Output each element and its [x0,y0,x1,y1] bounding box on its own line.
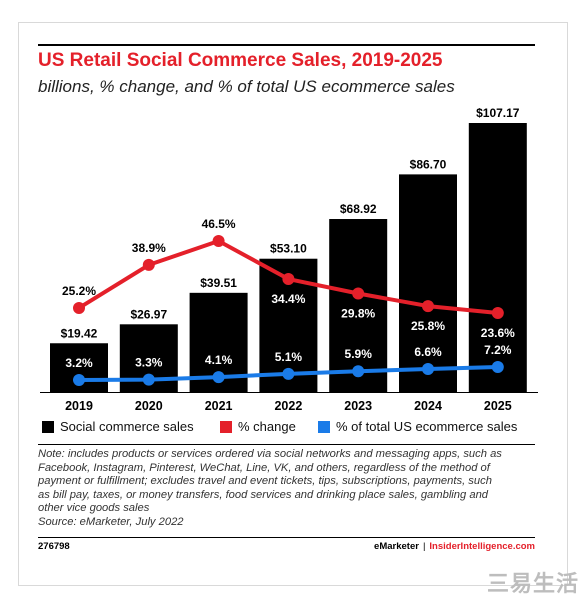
share-point-2022 [282,367,295,380]
bar-2024 [399,174,457,392]
share-point-2020 [142,373,155,386]
legend: Social commerce sales % change % of tota… [42,419,542,437]
x-tick-2019: 2019 [65,399,93,413]
legend-item-sales: Social commerce sales [42,419,194,434]
change-point-2019 [73,301,85,314]
bar-2025 [468,123,527,392]
footer-rule [38,537,535,538]
share-label-2025: 7.2% [484,343,512,357]
bar-label-2024: $86.70 [410,157,447,171]
legend-label-sales: Social commerce sales [60,419,194,434]
watermark-logo: 三易生活 [486,571,579,596]
share-label-2019: 3.2% [65,356,93,370]
legend-label-share: % of total US ecommerce sales [336,419,518,434]
share-point-2024 [422,362,434,375]
bar-label-2022: $53.10 [270,242,307,256]
share-label-2024: 6.6% [414,345,442,359]
top-rule [38,44,535,46]
change-label-2019: 25.2% [62,284,96,298]
x-tick-2021: 2021 [205,399,233,413]
brand-emarketer: eMarketer [374,541,419,552]
bar-label-2023: $68.92 [340,202,377,216]
brand-site: InsiderIntelligence.com [429,541,535,552]
share-label-2023: 5.9% [345,347,373,361]
legend-item-change: % change [220,419,296,434]
share-label-2022: 5.1% [275,350,303,364]
chart-title: US Retail Social Commerce Sales, 2019-20… [38,50,443,71]
change-point-2022 [282,273,295,286]
change-label-2020: 38.9% [132,241,166,255]
note-line: Note: includes products or services orde… [38,448,502,460]
legend-swatch-sales [42,420,54,433]
change-point-2024 [422,300,434,313]
change-point-2021 [212,235,225,247]
chart-note: Note: includes products or services orde… [38,448,538,530]
x-tick-2024: 2024 [414,399,442,413]
bar-2023 [329,219,388,392]
legend-swatch-change [220,420,232,433]
x-tick-2022: 2022 [274,399,302,413]
change-label-2025: 23.6% [481,326,515,340]
change-point-2025 [491,307,504,319]
share-point-2023 [352,365,365,378]
share-point-2019 [73,374,85,386]
legend-label-change: % change [238,419,296,434]
change-label-2021: 46.5% [202,217,236,231]
bar-label-2021: $39.51 [200,276,237,290]
change-label-2024: 25.8% [411,319,445,333]
legend-item-share: % of total US ecommerce sales [318,419,517,434]
note-line: Facebook, Instagram, Pinterest, WeChat, … [38,461,490,474]
chart-subtitle: billions, % change, and % of total US ec… [38,77,455,96]
share-point-2025 [491,361,504,373]
note-rule [38,444,535,445]
note-line: other vice goods sales [38,502,150,515]
share-label-2020: 3.3% [135,356,163,370]
chart-id: 276798 [38,541,70,552]
footer-brand: eMarketer | InsiderIntelligence.com [374,541,535,552]
change-point-2023 [352,287,365,300]
note-line: as bill pay, taxes, or money transfers, … [38,488,489,501]
legend-swatch-share [318,420,330,433]
note-source: Source: eMarketer, July 2022 [38,515,184,528]
x-tick-2025: 2025 [484,399,512,413]
change-label-2022: 34.4% [271,292,305,306]
bar-label-2025: $107.17 [476,106,520,120]
change-point-2020 [142,258,155,271]
note-line: payment or fulfillment; excludes travel … [38,475,492,488]
bar-label-2020: $26.97 [130,307,167,321]
brand-separator: | [422,541,426,552]
x-tick-2023: 2023 [344,399,372,413]
bar-label-2019: $19.42 [61,326,98,340]
share-point-2021 [212,371,225,384]
share-label-2021: 4.1% [205,353,233,367]
x-tick-2020: 2020 [135,399,163,413]
change-label-2023: 29.8% [341,307,375,321]
